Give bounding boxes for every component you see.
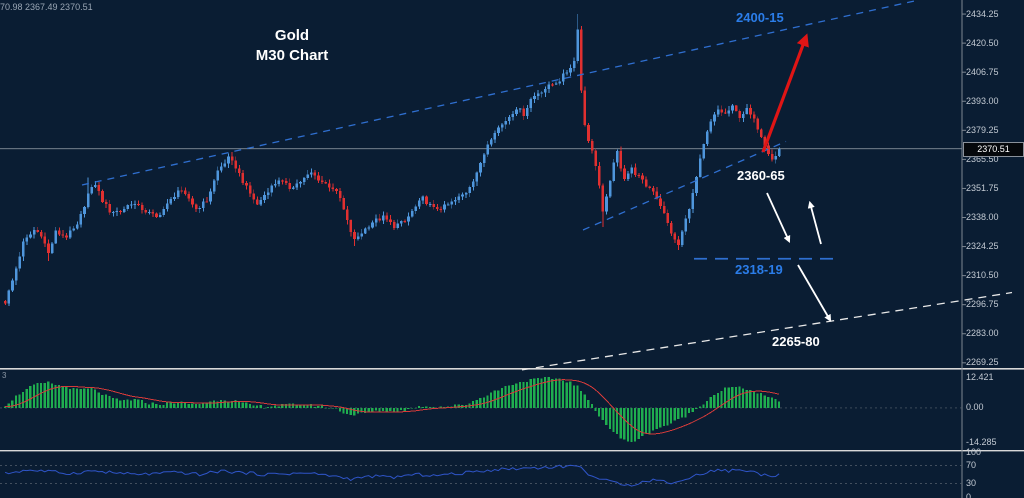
trendline-ascending-channel [81,0,920,186]
chart-title-symbol: Gold [274,27,310,44]
trendlines [81,0,1013,371]
trendline-minor-support [582,140,787,231]
trendline-long-term-support [521,291,1013,371]
arrow-annotations [761,33,832,322]
ohlc-status: 70.98 2367.49 2370.51 [0,2,93,12]
chart-title: Gold M30 Chart [217,26,367,66]
oscillator-indicator [4,464,780,487]
candlesticks [4,14,781,306]
arrow-bounce-scenario [807,200,822,245]
chart-title-timeframe: M30 Chart [255,47,329,64]
separator-2 [0,450,1024,452]
arrow-pullback-scenario [766,192,791,243]
arrow-bullish-projection [761,33,809,153]
current-price-badge: 2370.51 [963,141,1024,157]
macd-signal-line [5,379,780,435]
separator-1 [0,368,1024,370]
arrow-breakdown-scenario [797,264,832,322]
macd-panel-label: 3 [2,371,7,380]
macd-indicator [4,376,781,442]
oscillator-line [4,464,780,487]
